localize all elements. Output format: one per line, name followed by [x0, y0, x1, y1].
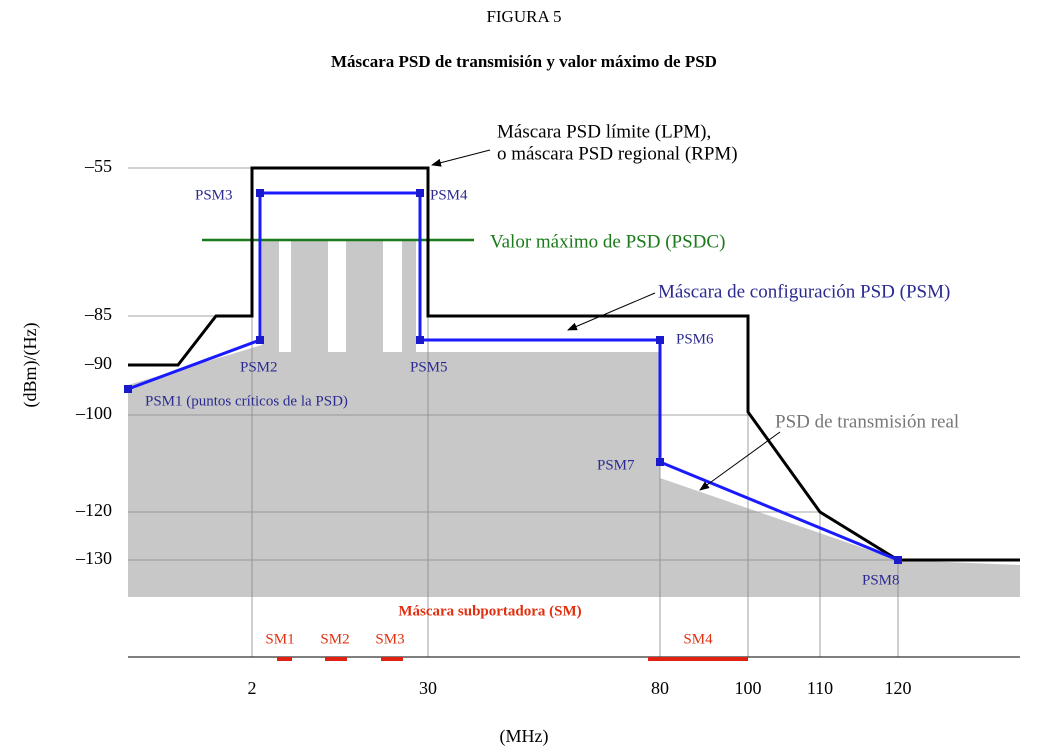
lpm-line	[128, 166, 1020, 562]
grid	[128, 167, 899, 657]
psm-markers	[124, 189, 902, 564]
lpm-label: o máscara PSD regional (RPM)	[497, 143, 738, 164]
sm-point-label: SM4	[683, 631, 713, 647]
x-tick-label: 110	[807, 678, 833, 698]
psm-point-label: PSM4	[430, 187, 468, 203]
y-tick-label: –120	[75, 500, 112, 520]
psm-point-label: PSM3	[195, 187, 233, 203]
y-tick-label: –55	[84, 156, 112, 176]
arrows	[431, 149, 781, 491]
psm-point-label: PSM6	[676, 331, 714, 347]
psm-point-label: PSM7	[597, 457, 635, 473]
real-psd-label: PSD de transmisión real	[775, 411, 959, 432]
x-tick-label: 30	[419, 678, 437, 698]
x-tick-label: 120	[885, 678, 912, 698]
x-tick-label: 80	[651, 678, 669, 698]
x-axis-label: (MHz)	[500, 726, 549, 747]
lpm-label: Máscara PSD límite (LPM),	[497, 121, 711, 142]
y-tick-label: –100	[75, 403, 112, 423]
figure-number: FIGURA 5	[486, 7, 561, 26]
sm-label: Máscara subportadora (SM)	[398, 603, 581, 619]
psm-point-label: PSM5	[410, 359, 448, 375]
figure-title: Máscara PSD de transmisión y valor máxim…	[331, 52, 717, 71]
gray-area	[128, 240, 1020, 597]
sm-point-label: SM3	[375, 631, 404, 647]
psm-point-label: PSM1 (puntos críticos de la PSD)	[145, 393, 348, 409]
x-tick-label: 2	[248, 678, 257, 698]
y-tick-label: –130	[75, 548, 112, 568]
y-tick-label: –90	[84, 353, 112, 373]
psm-point-label: PSM8	[862, 572, 900, 588]
psm-label: Máscara de configuración PSD (PSM)	[658, 281, 950, 302]
psdc-label: Valor máximo de PSD (PSDC)	[490, 231, 725, 252]
psm-point-label: PSM2	[240, 359, 278, 375]
sm-point-label: SM2	[320, 631, 349, 647]
y-tick-label: –85	[84, 304, 112, 324]
y-axis-label: (dBm)/(Hz)	[20, 323, 41, 408]
sm-point-label: SM1	[265, 631, 294, 647]
psm-line	[127, 191, 899, 562]
x-tick-label: 100	[735, 678, 762, 698]
